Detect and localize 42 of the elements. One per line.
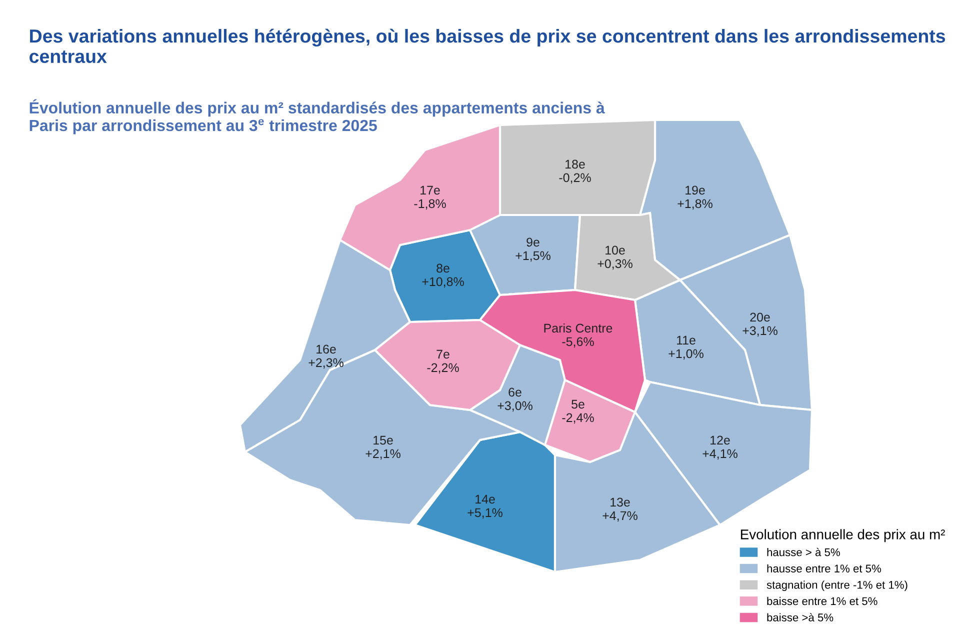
category-label: 8e — [436, 264, 450, 273]
category-label: 15e — [374, 436, 393, 445]
legend-label: hausse entre 1% et 5% — [767, 564, 882, 572]
category-label: 13e — [610, 498, 630, 507]
data-label: +2,1% — [366, 449, 400, 460]
data-label: -1,8% — [414, 199, 446, 210]
category-label: 7e — [436, 350, 450, 359]
data-label: +2,3% — [308, 358, 344, 369]
data-label: +5,1% — [468, 508, 502, 519]
text: Des variations annuelles hétérogènes, où les baisses de prix se concentrent dans les arrondissements centraux — [30, 28, 946, 64]
category-label: 17e — [420, 186, 440, 195]
legend-label: baisse >à 5% — [767, 613, 834, 622]
category-label: 10e — [606, 246, 625, 255]
data-label: +1,0% — [668, 349, 704, 360]
category-label: Paris Centre — [544, 323, 612, 333]
data-label: +1,5% — [516, 251, 550, 262]
legend-title: Evolution annuelle des prix au m² — [740, 529, 945, 542]
data-label: +0,3% — [598, 259, 632, 270]
legend-label: baisse entre 1% et 5% — [767, 596, 878, 606]
category-label: 11e — [676, 336, 696, 345]
legend-label: stagnation (entre -1% et 1%) — [766, 580, 908, 591]
data-label: -2,2% — [427, 363, 459, 374]
text: Évolution annuelle des prix au m² standardisés des appartements anciens à Paris par arrondissement au 3$^{e}$ trimestre 2025 — [30, 99, 605, 134]
category-label: 5e — [572, 400, 584, 409]
data-label: +4,7% — [602, 511, 638, 522]
data-label: +3,0% — [498, 401, 532, 412]
data-label: -0,2% — [559, 173, 591, 184]
data-label: +10,8% — [422, 277, 464, 288]
category-label: 6e — [508, 388, 522, 397]
data-label: +4,1% — [702, 449, 738, 460]
data-label: -2,4% — [562, 413, 594, 424]
category-label: 19e — [686, 186, 705, 195]
legend-label: hausse > à 5% — [767, 548, 840, 556]
category-label: 9e — [526, 238, 540, 247]
data-label: +3,1% — [742, 326, 778, 337]
data-label: -5,6% — [562, 337, 594, 348]
category-label: 18e — [566, 160, 585, 169]
category-label: 14e — [476, 494, 495, 504]
data-label: +1,8% — [678, 199, 712, 210]
category-label: 20e — [750, 312, 770, 322]
category-label: 16e — [316, 344, 336, 354]
category-label: 12e — [710, 436, 730, 445]
